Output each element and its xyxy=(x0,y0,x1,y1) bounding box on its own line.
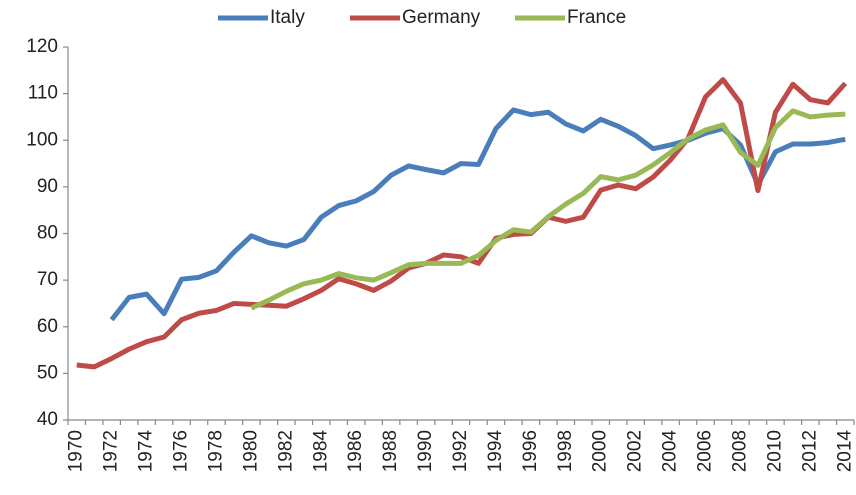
x-tick-label: 1974 xyxy=(136,430,157,473)
x-tick-label: 2008 xyxy=(729,430,750,472)
x-tick-label: 2004 xyxy=(660,430,681,473)
y-tick-label: 60 xyxy=(37,316,58,337)
x-tick-label: 1990 xyxy=(415,430,436,472)
x-tick-label: 2006 xyxy=(695,430,716,472)
y-tick-label: 50 xyxy=(37,362,58,383)
x-tick-label: 1988 xyxy=(380,430,401,472)
x-tick-label: 1970 xyxy=(66,430,87,472)
legend-label: Germany xyxy=(402,7,481,28)
x-tick-label: 2000 xyxy=(590,430,611,472)
x-tick-label: 1986 xyxy=(345,430,366,472)
x-tick-label: 1996 xyxy=(520,430,541,472)
y-tick-label: 40 xyxy=(37,409,58,430)
x-tick-label: 2010 xyxy=(764,430,785,472)
y-tick-label: 110 xyxy=(28,83,58,104)
x-tick-label: 1972 xyxy=(101,430,122,472)
x-tick-label: 1982 xyxy=(275,430,296,472)
y-tick-label: 120 xyxy=(26,36,58,57)
x-tick-label: 1978 xyxy=(205,430,226,472)
y-tick-label: 70 xyxy=(37,269,58,290)
x-tick-label: 1994 xyxy=(485,430,506,473)
data-line xyxy=(250,108,846,311)
x-tick-label: 2014 xyxy=(834,430,855,473)
y-tick-label: 80 xyxy=(37,223,58,244)
x-tick-label: 1980 xyxy=(240,430,261,472)
y-tick-label: 90 xyxy=(37,176,58,197)
x-tick-label: 1992 xyxy=(450,430,471,472)
data-line xyxy=(76,77,848,370)
legend-label: Italy xyxy=(270,7,305,28)
y-tick-label: 100 xyxy=(26,129,58,150)
x-tick-label: 1976 xyxy=(171,430,192,472)
x-tick-label: 2002 xyxy=(625,430,646,472)
x-tick-label: 2012 xyxy=(799,430,820,472)
x-tick-label: 1998 xyxy=(555,430,576,472)
legend-label: France xyxy=(567,7,626,28)
x-tick-label: 1984 xyxy=(310,430,331,473)
